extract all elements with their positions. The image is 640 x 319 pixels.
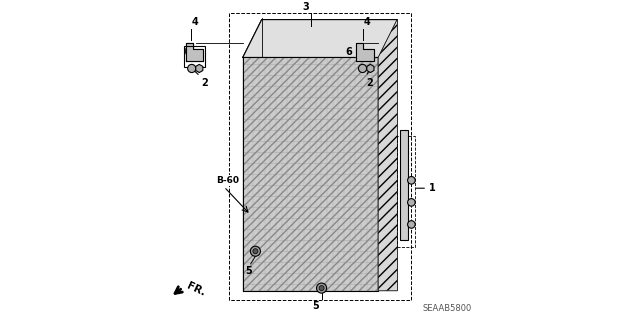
Polygon shape xyxy=(378,19,397,291)
Text: 2: 2 xyxy=(367,78,373,88)
Polygon shape xyxy=(243,57,378,291)
Text: 4: 4 xyxy=(192,18,198,27)
Circle shape xyxy=(358,64,367,72)
Text: 4: 4 xyxy=(364,18,370,27)
Circle shape xyxy=(188,64,196,72)
Text: 5: 5 xyxy=(246,266,252,276)
Circle shape xyxy=(408,176,415,184)
Text: 2: 2 xyxy=(201,78,207,88)
Text: FR.: FR. xyxy=(185,280,207,298)
Circle shape xyxy=(408,221,415,228)
Polygon shape xyxy=(356,43,374,61)
Text: 5: 5 xyxy=(312,301,319,311)
Circle shape xyxy=(317,283,326,293)
Circle shape xyxy=(253,249,258,254)
Bar xyxy=(397,136,415,247)
Text: 6: 6 xyxy=(183,48,189,57)
Text: 3: 3 xyxy=(302,2,309,12)
Polygon shape xyxy=(243,19,397,57)
Circle shape xyxy=(408,199,415,206)
Bar xyxy=(401,130,408,240)
Text: 1: 1 xyxy=(429,183,435,193)
Text: SEAAB5800: SEAAB5800 xyxy=(422,304,471,313)
Polygon shape xyxy=(186,43,204,61)
Text: B-60: B-60 xyxy=(216,176,239,185)
Text: 6: 6 xyxy=(346,48,353,57)
Circle shape xyxy=(250,246,260,256)
Circle shape xyxy=(319,286,324,291)
